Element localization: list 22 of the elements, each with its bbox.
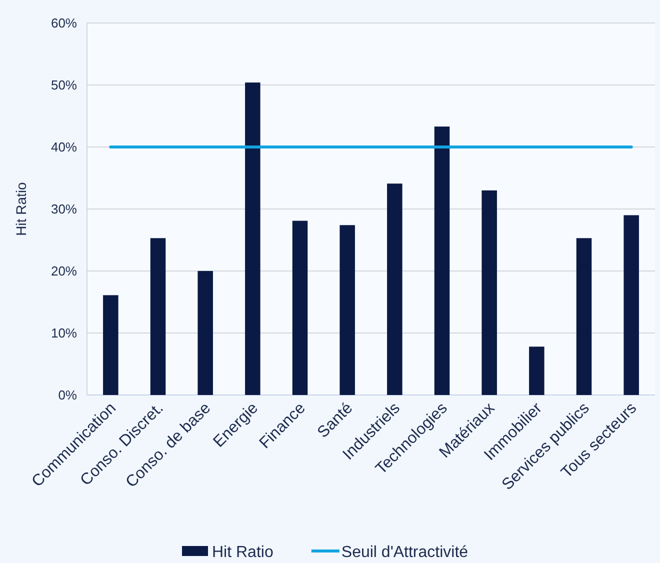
bar — [245, 82, 260, 395]
bar — [434, 126, 450, 395]
y-tick-label: 40% — [50, 140, 78, 155]
y-tick-label: 10% — [50, 326, 78, 341]
bar — [576, 238, 592, 395]
bar — [198, 271, 213, 395]
legend-label: Hit Ratio — [212, 544, 274, 561]
bar — [340, 225, 355, 395]
bar — [103, 295, 118, 395]
y-tick-label: 0% — [58, 388, 78, 403]
y-tick-label: 30% — [50, 202, 78, 217]
y-tick-label: 60% — [50, 16, 78, 31]
bar — [624, 215, 639, 395]
legend-label: Seuil d'Attractivité — [341, 544, 468, 561]
y-axis-title: Hit Ratio — [13, 182, 29, 236]
bar — [482, 190, 497, 395]
bar — [292, 220, 308, 395]
bar — [529, 346, 544, 395]
bar — [387, 184, 402, 395]
bar — [150, 238, 166, 395]
y-tick-label: 20% — [50, 264, 78, 279]
y-tick-label: 50% — [50, 78, 78, 93]
